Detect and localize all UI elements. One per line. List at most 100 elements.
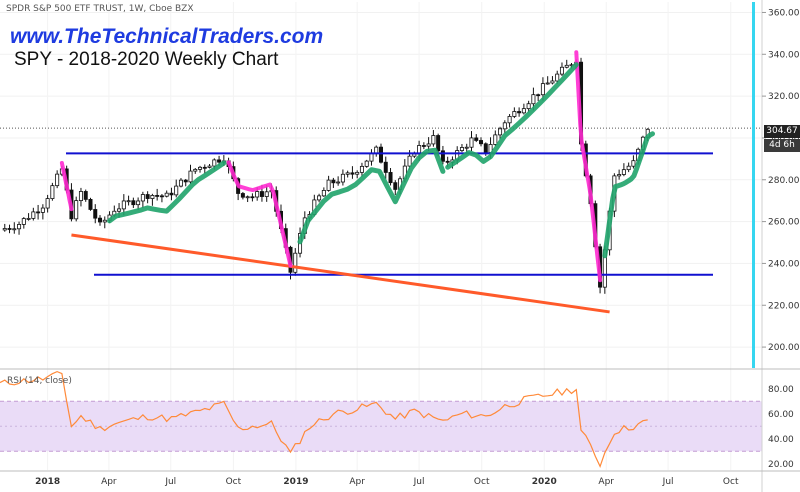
declining-trendline — [71, 233, 610, 314]
candle-body — [131, 200, 136, 206]
candle-body — [469, 137, 474, 148]
candle-body — [436, 135, 441, 152]
annotation-overlays — [59, 50, 713, 314]
candle-body — [198, 166, 203, 170]
candle-body — [264, 191, 269, 197]
candle-body — [383, 161, 388, 173]
candle-body — [217, 159, 222, 163]
candle-body — [255, 191, 260, 198]
candle-body — [164, 192, 169, 197]
candle-body — [621, 169, 626, 175]
candle-body — [555, 73, 560, 82]
candle-body — [388, 172, 393, 184]
candle-body — [2, 228, 7, 231]
candle-body — [340, 173, 345, 183]
ticker-label: SPDR S&P 500 ETF TRUST, 1W, Cboe BZX — [6, 4, 194, 14]
candle-body — [12, 228, 17, 231]
time-tick-label: Jul — [662, 477, 674, 487]
candle-body — [407, 155, 412, 167]
candle-body — [202, 166, 207, 169]
candle-body — [317, 195, 322, 201]
candle-body — [93, 209, 98, 219]
time-tick-label: Jul — [413, 477, 425, 487]
bar-countdown-tag: 4d 6h — [764, 139, 800, 152]
candle-body — [155, 195, 160, 197]
candle-body — [245, 196, 250, 199]
candle-body — [45, 198, 50, 209]
advance-arc — [445, 62, 579, 170]
price-tick-label: 240.00 — [768, 259, 800, 269]
price-tick-label: 220.00 — [768, 301, 800, 311]
candle-body — [117, 208, 122, 212]
rsi-label: RSI (14, close) — [7, 376, 72, 386]
advance-arc — [297, 147, 446, 245]
candle-body — [479, 140, 484, 145]
candle-body — [188, 170, 193, 183]
rsi-tick-label: 80.00 — [768, 385, 794, 395]
price-tick-label: 320.00 — [768, 92, 800, 102]
candle-body — [350, 172, 355, 175]
candle-body — [393, 182, 398, 190]
candle-body — [50, 185, 55, 199]
candle-body — [531, 94, 536, 105]
candle-body — [631, 160, 636, 167]
price-tick-label: 360.00 — [768, 8, 800, 18]
time-tick-label: Jul — [164, 477, 176, 487]
candle-body — [626, 165, 631, 171]
rsi-panel — [0, 370, 762, 468]
candle-body — [74, 200, 79, 220]
price-tick-label: 300.00 — [768, 134, 800, 144]
cyan-marker-bar — [752, 2, 755, 368]
candle-body — [126, 200, 131, 203]
decline-arc — [574, 50, 603, 283]
candle-body — [550, 80, 555, 84]
candle-body — [145, 194, 150, 199]
candle-body — [21, 218, 26, 225]
candle-body — [331, 179, 336, 184]
candle-body — [78, 191, 83, 202]
candle-body — [26, 217, 31, 220]
candle-body — [212, 159, 217, 167]
candle-body — [121, 200, 126, 210]
candle-body — [507, 116, 512, 124]
time-tick-label: 2019 — [283, 477, 308, 487]
candle-body — [364, 160, 369, 167]
candle-body — [502, 122, 507, 130]
candle-body — [374, 146, 379, 154]
time-tick-label: 2018 — [35, 477, 60, 487]
candle-body — [102, 219, 107, 223]
candle-body — [40, 207, 45, 213]
candle-body — [493, 134, 498, 145]
candle-body — [464, 146, 469, 149]
time-tick-label: Oct — [226, 477, 242, 487]
candle-body — [483, 143, 488, 154]
candle-body — [240, 193, 245, 198]
candle-body — [559, 66, 564, 75]
candle-body — [169, 192, 174, 196]
candle-body — [474, 137, 479, 141]
time-tick-label: Apr — [349, 477, 365, 487]
candle-body — [293, 252, 298, 273]
candle-body — [207, 165, 212, 168]
candle-body — [521, 108, 526, 114]
candle-body — [174, 185, 179, 196]
candle-body — [336, 181, 341, 184]
time-tick-label: Oct — [723, 477, 739, 487]
price-tick-label: 260.00 — [768, 218, 800, 228]
candle-body — [98, 217, 103, 223]
candle-body — [512, 111, 517, 117]
candle-body — [83, 191, 88, 200]
time-tick-label: Apr — [101, 477, 117, 487]
price-tick-label: 200.00 — [768, 343, 800, 353]
candle-body — [498, 128, 503, 136]
decline-arc — [226, 160, 293, 268]
rsi-line — [0, 370, 648, 468]
candle-body — [259, 191, 264, 197]
candle-body — [459, 147, 464, 151]
rsi-tick-label: 20.00 — [768, 460, 794, 470]
candle-body — [55, 173, 60, 187]
candle-body — [17, 224, 22, 230]
candle-body — [140, 194, 145, 202]
